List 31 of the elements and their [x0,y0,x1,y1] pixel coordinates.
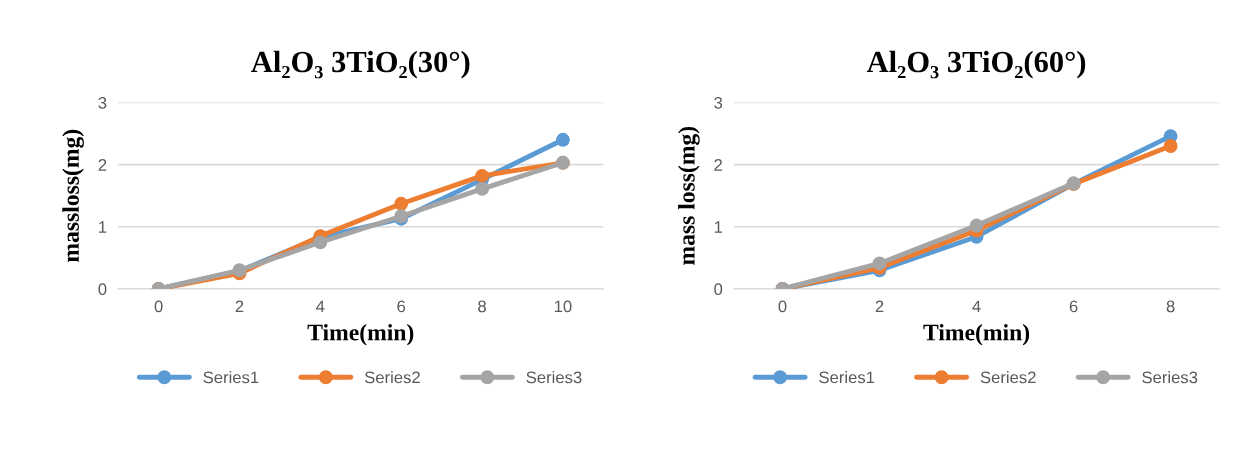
x-axis-title: Time(min) [307,323,414,346]
y-tick-label: 2 [98,159,107,171]
legend-label: Series2 [364,371,420,384]
legend-label: Series1 [203,371,259,384]
legend-label: Series3 [1142,371,1198,384]
y-tick-label: 0 [98,283,107,296]
x-tick-label: 8 [478,300,486,313]
x-tick-label: 0 [154,300,163,313]
x-tick-label: 6 [1069,300,1078,313]
x-tick-label: 4 [972,300,981,313]
y-tick-label: 1 [99,221,107,233]
x-tick-label: 10 [554,300,572,313]
legend-label: Series2 [980,371,1036,384]
x-tick-label: 8 [1166,300,1175,313]
legend-label: Series1 [819,371,875,384]
x-tick-label: 2 [235,300,244,313]
chart-title: Al₂O₃ 3TiO₂(60°) [866,50,1086,79]
y-axis-title: massloss(mg) [62,129,84,262]
y-tick-label: 3 [98,96,107,109]
x-tick-label: 6 [397,300,406,313]
y-tick-label: 3 [714,96,723,109]
y-tick-label: 2 [714,159,723,171]
y-axis-title: mass loss(mg) [678,126,700,265]
y-tick-label: 0 [714,283,723,296]
x-axis-title: Time(min) [923,323,1030,346]
x-tick-label: 0 [778,300,787,313]
y-tick-label: 1 [714,221,723,233]
x-tick-label: 2 [875,300,884,313]
legend-label: Series3 [526,371,582,384]
chart-title: Al₂O₃ 3TiO₂(30°) [251,50,470,79]
x-tick-label: 4 [316,300,325,313]
